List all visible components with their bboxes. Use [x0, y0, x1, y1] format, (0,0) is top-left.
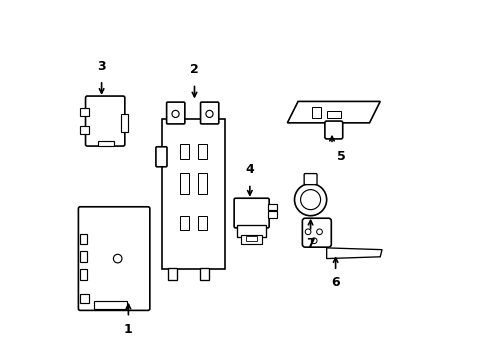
Circle shape — [316, 229, 322, 235]
Circle shape — [305, 229, 310, 235]
Bar — [241, 235, 262, 244]
Circle shape — [113, 254, 122, 263]
Circle shape — [172, 111, 179, 117]
Bar — [180, 173, 189, 194]
FancyBboxPatch shape — [304, 174, 316, 185]
Polygon shape — [326, 248, 381, 258]
Bar — [80, 126, 89, 134]
Text: 4: 4 — [245, 163, 254, 176]
Bar — [80, 234, 87, 244]
Circle shape — [294, 184, 326, 216]
Bar — [121, 114, 128, 132]
Text: 1: 1 — [124, 323, 133, 336]
Bar — [200, 267, 208, 280]
FancyBboxPatch shape — [166, 102, 184, 124]
Bar — [246, 236, 257, 242]
FancyBboxPatch shape — [324, 121, 342, 139]
Bar — [98, 141, 114, 146]
Bar — [180, 144, 189, 158]
Bar — [237, 225, 265, 237]
FancyBboxPatch shape — [200, 102, 218, 124]
Bar — [80, 108, 89, 116]
Text: 3: 3 — [97, 60, 106, 73]
Bar — [162, 119, 224, 269]
Bar — [180, 216, 189, 230]
Bar — [80, 251, 87, 262]
Bar — [198, 216, 206, 230]
FancyBboxPatch shape — [85, 96, 124, 146]
Circle shape — [205, 111, 213, 117]
Circle shape — [311, 238, 316, 244]
Bar — [198, 144, 206, 158]
Bar — [80, 269, 87, 280]
FancyBboxPatch shape — [302, 218, 331, 247]
Bar — [267, 211, 276, 217]
Bar — [312, 107, 321, 118]
Bar — [94, 301, 126, 309]
FancyBboxPatch shape — [78, 207, 149, 310]
Bar — [80, 294, 89, 303]
Bar — [326, 111, 340, 118]
Text: 7: 7 — [305, 237, 314, 250]
Text: 5: 5 — [336, 150, 345, 163]
Text: 6: 6 — [330, 276, 339, 289]
Bar — [198, 173, 206, 194]
FancyBboxPatch shape — [234, 198, 268, 228]
Circle shape — [300, 190, 320, 210]
Polygon shape — [287, 102, 380, 123]
Bar — [267, 204, 276, 210]
Bar — [167, 267, 176, 280]
FancyBboxPatch shape — [156, 147, 166, 167]
Text: 2: 2 — [190, 63, 199, 76]
